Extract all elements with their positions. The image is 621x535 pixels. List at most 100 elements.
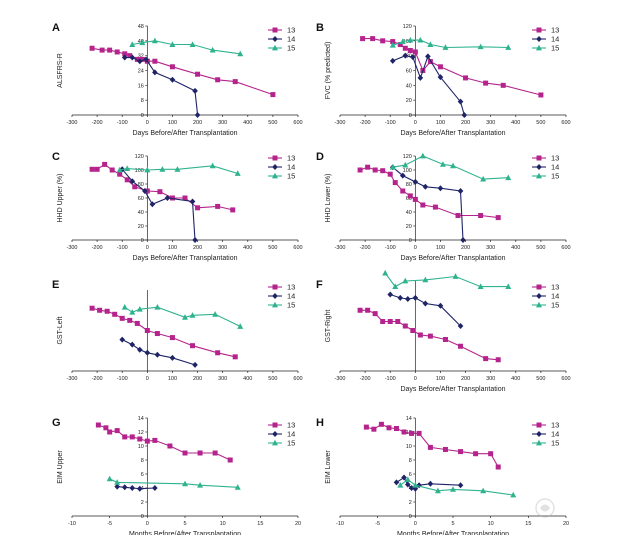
panel-e: E -300 -200 -100 0 100 200 300 400 500 600 GST-Left…: [52, 279, 303, 382]
legend-marker: [272, 293, 278, 299]
legend-label: 15: [287, 44, 295, 53]
data-point: [422, 300, 429, 307]
data-point: [419, 152, 426, 159]
legend-item-14: 14: [532, 163, 559, 172]
x-tick-label: 600: [561, 376, 570, 382]
legend-marker: [272, 172, 278, 179]
series-line: [359, 166, 499, 219]
series-line: [384, 272, 509, 288]
data-point: [134, 320, 140, 326]
data-point: [425, 53, 431, 60]
data-point: [450, 162, 456, 169]
data-point: [380, 38, 386, 44]
data-point: [232, 79, 238, 85]
x-tick-label: 5: [183, 521, 186, 527]
legend-label: 13: [551, 421, 559, 430]
data-point: [365, 307, 371, 313]
data-point: [404, 476, 411, 482]
data-point: [357, 167, 363, 173]
x-tick-label: 10: [488, 521, 494, 527]
data-point: [227, 457, 233, 463]
data-point: [412, 482, 419, 488]
legend-marker: [536, 27, 542, 33]
x-axis-label: Days Before/After Transplantation: [400, 255, 505, 262]
data-point: [389, 164, 396, 170]
data-point: [505, 44, 512, 50]
legend-item-15: 15: [268, 439, 295, 448]
data-point: [127, 317, 133, 323]
legend-label: 13: [287, 421, 295, 430]
data-point: [197, 450, 203, 456]
panel-a: A -300 -200 -100 0 100 200 300 400 500 600 0 8 16 24 32…: [52, 22, 303, 137]
x-tick-label: 200: [193, 245, 202, 251]
data-point: [169, 335, 175, 341]
legend-marker: [536, 301, 542, 308]
panel-label: G: [52, 417, 61, 429]
series-15: [116, 162, 241, 176]
x-tick-label: -200: [92, 376, 103, 382]
data-point: [89, 45, 95, 51]
x-tick-label: -100: [385, 245, 396, 251]
legend-item-15: 15: [268, 172, 295, 181]
data-point: [488, 451, 494, 457]
x-tick-label: -300: [66, 376, 77, 382]
x-tick-label: 0: [146, 245, 149, 251]
x-tick-label: 300: [486, 120, 495, 126]
data-point: [189, 41, 196, 47]
x-tick-label: 400: [243, 245, 252, 251]
x-tick-label: 400: [511, 245, 520, 251]
data-point: [380, 168, 386, 174]
y-tick-label: 80: [138, 182, 144, 188]
data-point: [410, 54, 416, 61]
x-tick-label: -200: [360, 245, 371, 251]
x-tick-label: 0: [414, 120, 417, 126]
x-tick-label: -300: [334, 376, 345, 382]
data-point: [112, 311, 118, 317]
y-tick-label: 6: [141, 472, 144, 478]
panel-g: G-10-50510152002468101214Months Before/A…: [52, 416, 301, 535]
data-point: [121, 54, 128, 61]
data-point: [402, 161, 409, 168]
data-point: [195, 71, 201, 77]
legend-label: 15: [551, 301, 559, 310]
x-tick-label: -300: [66, 245, 77, 251]
legend-item-13: 13: [532, 154, 559, 163]
data-point: [387, 319, 393, 324]
legend-label: 15: [287, 301, 295, 310]
y-tick-label: 120: [403, 154, 412, 160]
data-point: [397, 42, 403, 48]
x-tick-label: 600: [293, 376, 302, 382]
data-point: [121, 484, 128, 491]
data-point: [129, 341, 136, 348]
series-15: [382, 269, 512, 290]
y-tick-label: 20: [138, 224, 144, 230]
data-point: [420, 202, 426, 208]
legend-marker: [536, 293, 542, 299]
data-point: [169, 41, 176, 47]
data-point: [189, 198, 196, 205]
x-axis-label: Days Before/After Transplantation: [400, 130, 505, 137]
data-point: [422, 183, 429, 190]
x-tick-label: -300: [334, 120, 345, 126]
data-point: [182, 480, 188, 487]
x-tick-label: 500: [268, 245, 277, 251]
x-tick-label: 0: [146, 120, 149, 126]
data-point: [473, 451, 479, 457]
data-point: [144, 438, 150, 444]
data-point: [457, 323, 464, 329]
x-tick-label: 600: [293, 245, 302, 251]
data-point: [422, 276, 429, 283]
data-point: [209, 46, 216, 53]
legend-marker: [272, 301, 278, 308]
x-tick-label: 500: [536, 245, 545, 251]
data-point: [460, 237, 466, 243]
panel-label: H: [316, 417, 324, 429]
y-tick-label: 0: [409, 113, 412, 119]
data-point: [510, 491, 517, 498]
data-point: [412, 178, 419, 185]
data-point: [378, 421, 384, 427]
data-point: [455, 213, 461, 218]
data-point: [99, 47, 105, 53]
legend-item-15: 15: [268, 44, 295, 53]
series-15: [129, 37, 244, 57]
